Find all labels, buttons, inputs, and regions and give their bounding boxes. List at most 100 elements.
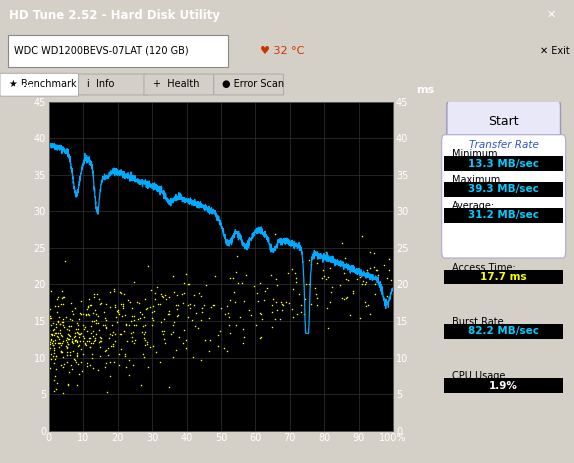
Bar	[8, 35, 228, 67]
Point	[111, 337, 120, 344]
Point	[62, 344, 71, 352]
Point	[52, 330, 61, 337]
Point	[301, 295, 310, 303]
Point	[122, 363, 131, 370]
Point	[51, 366, 60, 373]
Point	[159, 330, 168, 338]
Point	[271, 231, 280, 238]
Text: Access Time:: Access Time:	[452, 263, 516, 273]
Point	[59, 338, 68, 345]
Point	[141, 342, 150, 349]
Point	[146, 303, 155, 311]
Point	[77, 367, 87, 375]
Point	[62, 351, 71, 359]
Point	[67, 307, 76, 314]
Point	[92, 290, 101, 297]
Point	[53, 340, 63, 347]
Point	[127, 313, 136, 320]
Point	[234, 280, 243, 287]
Point	[135, 299, 144, 307]
Point	[164, 310, 173, 318]
Text: Minimum: Minimum	[452, 150, 498, 159]
Point	[73, 328, 82, 335]
Point	[253, 290, 262, 297]
Point	[180, 326, 189, 333]
Point	[83, 303, 92, 311]
Point	[246, 311, 255, 318]
Point	[323, 274, 332, 281]
Point	[255, 334, 264, 341]
Point	[128, 337, 137, 344]
Point	[171, 347, 180, 354]
Point	[67, 317, 76, 324]
Point	[129, 328, 138, 336]
Point	[281, 299, 290, 306]
Point	[244, 307, 253, 314]
Point	[56, 320, 65, 328]
Point	[342, 294, 351, 301]
Point	[115, 311, 124, 318]
Point	[49, 342, 58, 349]
Point	[102, 388, 111, 395]
Point	[51, 320, 60, 328]
Point	[66, 315, 75, 323]
Point	[108, 328, 118, 336]
Point	[95, 333, 104, 340]
Point	[108, 331, 117, 338]
Point	[94, 312, 103, 319]
Point	[312, 302, 321, 309]
Point	[200, 301, 209, 308]
Point	[141, 295, 150, 303]
Point	[84, 312, 94, 319]
Point	[139, 313, 149, 321]
Point	[125, 357, 134, 364]
Point	[114, 350, 123, 357]
Point	[73, 381, 82, 388]
Point	[115, 361, 124, 368]
Point	[75, 341, 84, 349]
Point	[91, 330, 100, 338]
Point	[57, 349, 66, 356]
Point	[106, 372, 115, 380]
Point	[63, 340, 72, 348]
Text: +  Health: + Health	[153, 79, 199, 89]
Point	[142, 305, 152, 312]
Point	[94, 326, 103, 334]
Point	[249, 282, 258, 290]
Text: Average:: Average:	[452, 201, 495, 211]
Point	[119, 290, 128, 297]
Point	[191, 310, 200, 317]
Point	[288, 306, 297, 313]
Point	[56, 341, 65, 349]
Point	[58, 319, 67, 326]
Point	[358, 278, 367, 285]
Point	[56, 300, 65, 308]
Point	[50, 387, 59, 394]
Point	[86, 301, 95, 308]
Point	[339, 295, 348, 302]
Point	[146, 344, 155, 351]
Text: 17.7 ms: 17.7 ms	[480, 272, 527, 282]
Point	[370, 263, 379, 271]
Point	[54, 333, 63, 341]
Point	[276, 315, 285, 322]
Point	[238, 339, 247, 346]
Point	[88, 339, 98, 347]
Point	[146, 287, 156, 294]
Point	[91, 310, 100, 317]
Point	[90, 294, 99, 301]
Point	[361, 302, 370, 310]
Point	[73, 361, 83, 368]
Point	[114, 308, 123, 315]
Point	[313, 294, 322, 301]
Point	[130, 339, 139, 346]
Point	[117, 289, 126, 297]
Point	[71, 330, 80, 337]
Point	[220, 344, 229, 352]
Point	[169, 272, 178, 280]
Point	[141, 306, 150, 313]
Point	[190, 322, 199, 330]
Point	[85, 344, 94, 351]
Point	[93, 319, 102, 326]
Point	[352, 275, 361, 282]
